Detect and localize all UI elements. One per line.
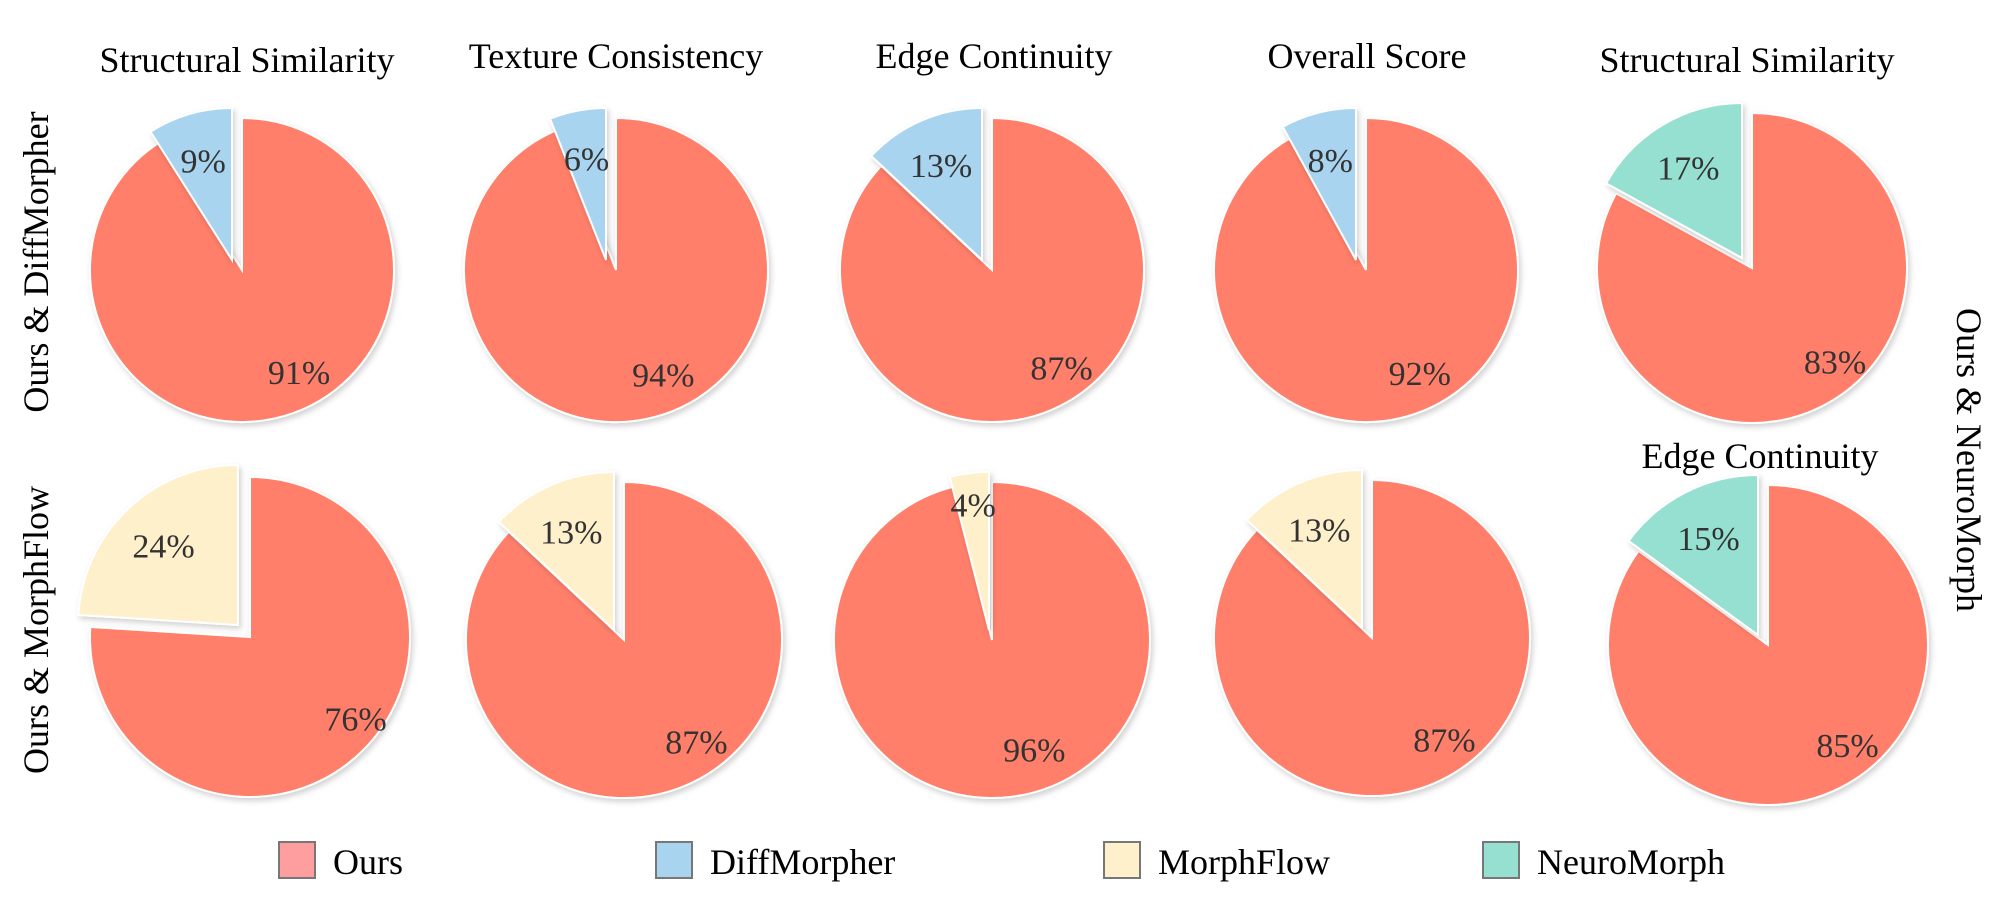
legend-label-neuromorph: NeuroMorph — [1537, 842, 1725, 882]
pie-label-ours-9: 85% — [1816, 728, 1878, 765]
pie-slice-morphflow-8 — [1245, 468, 1363, 631]
pie-label-morphflow-7: 4% — [951, 488, 996, 525]
legend-item-morphflow: MorphFlow — [1103, 841, 1330, 882]
pie-slice-diffmorpher-1 — [548, 106, 607, 261]
row-label-morphflow: Ours & MorphFlow — [16, 486, 56, 774]
pie-slice-ours-1 — [463, 116, 769, 423]
pie-slice-ours-3 — [1212, 116, 1519, 423]
pie-slice-morphflow-7 — [948, 470, 990, 631]
pie-slice-neuromorph-9 — [1627, 473, 1759, 637]
legend-item-neuromorph: NeuroMorph — [1482, 841, 1725, 882]
pie-label-neuromorph-9: 15% — [1677, 521, 1739, 558]
pie-label-ours-2: 87% — [1030, 351, 1092, 388]
pie-label-diffmorpher-0: 9% — [181, 144, 226, 181]
pie-label-ours-5: 76% — [324, 702, 386, 739]
pie-chart-structural-similarity-neuromorph: 83% 17% — [1596, 101, 1908, 424]
legend-label-ours: Ours — [333, 842, 403, 882]
pie-label-ours-3: 92% — [1389, 356, 1451, 393]
legend-swatch-diffmorpher — [655, 841, 693, 879]
row-label-diffmorpher: Ours & DiffMorpher — [16, 111, 56, 412]
pie-label-diffmorpher-3: 8% — [1308, 143, 1353, 180]
pie-title-2: Texture Consistency — [469, 36, 763, 76]
pie-slice-morphflow-5 — [77, 463, 239, 627]
pie-slice-ours-7 — [832, 480, 1151, 799]
row-label-neuromorph: Ours & NeuroMorph — [1949, 308, 1989, 612]
pie-label-ours-7: 96% — [1003, 733, 1065, 770]
pie-slice-diffmorpher-0 — [149, 106, 233, 264]
legend-label-diffmorpher: DiffMorpher — [710, 842, 895, 882]
pie-chart-edge-continuity-morphflow: 96% 4% — [832, 470, 1151, 799]
pie-label-diffmorpher-1: 6% — [564, 142, 609, 179]
legend-item-diffmorpher: DiffMorpher — [655, 841, 895, 882]
pie-chart-texture-consistency-morphflow: 87% 13% — [465, 470, 783, 799]
pie-slice-ours-0 — [88, 116, 395, 423]
pie-slice-ours-5 — [89, 475, 412, 798]
pie-chart-overall-score-morphflow: 87% 13% — [1213, 468, 1531, 797]
legend-item-ours: Ours — [278, 841, 403, 882]
pie-label-diffmorpher-2: 13% — [910, 148, 972, 185]
pie-title-4: Overall Score — [1268, 36, 1467, 76]
legend-swatch-ours — [278, 841, 316, 879]
pie-slice-ours-4 — [1596, 111, 1908, 424]
legend-label-morphflow: MorphFlow — [1158, 842, 1330, 882]
pie-label-neuromorph-4: 17% — [1657, 150, 1719, 187]
pie-label-ours-4: 83% — [1804, 344, 1866, 381]
pie-slice-morphflow-6 — [497, 470, 615, 633]
pie-slice-ours-9 — [1607, 483, 1929, 806]
pie-slice-neuromorph-4 — [1604, 101, 1743, 260]
pie-chart-structural-similarity-morphflow: 76% 24% — [77, 463, 412, 798]
pie-title-3: Edge Continuity — [876, 36, 1113, 76]
legend-swatch-neuromorph — [1482, 841, 1520, 879]
pie-label-ours-6: 87% — [665, 725, 727, 762]
pie-chart-edge-continuity-neuromorph: 85% 15% — [1607, 473, 1929, 806]
pie-chart-edge-continuity-diffmorpher: 87% 13% — [839, 106, 1145, 423]
pie-slice-ours-8 — [1213, 478, 1531, 797]
pie-chart-overall-score-diffmorpher: 92% 8% — [1212, 106, 1519, 423]
pie-label-morphflow-6: 13% — [540, 514, 602, 551]
pie-label-ours-1: 94% — [632, 358, 694, 395]
pie-chart-texture-consistency-diffmorpher: 94% 6% — [463, 106, 769, 423]
legend: Ours DiffMorpher MorphFlow NeuroMorph — [278, 841, 1725, 882]
pie-chart-structural-similarity-diffmorpher: 91% 9% — [88, 106, 395, 423]
pie-slice-diffmorpher-2 — [869, 106, 983, 263]
pie-title-10: Edge Continuity — [1642, 436, 1879, 476]
pie-title-5: Structural Similarity — [1600, 40, 1895, 80]
pie-slice-ours-6 — [465, 480, 783, 799]
pie-label-ours-0: 91% — [268, 355, 330, 392]
pie-title-1: Structural Similarity — [100, 40, 395, 80]
pie-slice-diffmorpher-3 — [1281, 106, 1357, 261]
pie-label-morphflow-5: 24% — [132, 529, 194, 566]
legend-swatch-morphflow — [1103, 841, 1141, 879]
pie-label-morphflow-8: 13% — [1288, 512, 1350, 549]
pie-label-ours-8: 87% — [1413, 723, 1475, 760]
pie-slice-ours-2 — [839, 116, 1145, 423]
